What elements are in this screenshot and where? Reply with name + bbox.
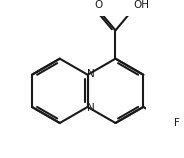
Text: O: O <box>94 0 102 10</box>
Text: OH: OH <box>133 0 149 10</box>
Text: N: N <box>87 103 95 113</box>
Text: N: N <box>87 69 95 79</box>
Text: F: F <box>174 118 180 128</box>
